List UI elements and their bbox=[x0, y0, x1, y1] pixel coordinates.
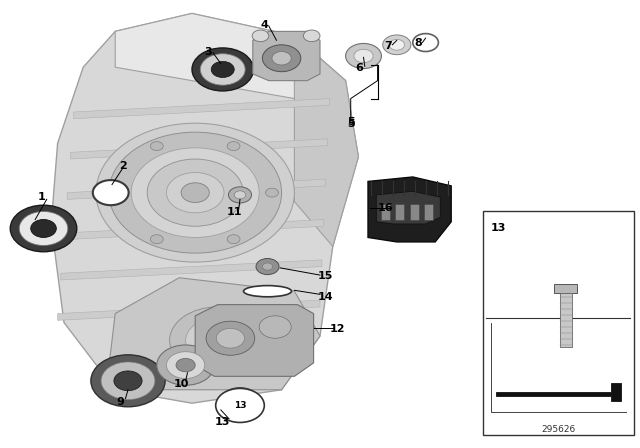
Circle shape bbox=[262, 263, 273, 270]
Circle shape bbox=[216, 328, 244, 348]
Text: 295626: 295626 bbox=[541, 425, 575, 434]
Circle shape bbox=[170, 307, 266, 374]
Polygon shape bbox=[195, 305, 314, 376]
Text: 13: 13 bbox=[234, 401, 246, 410]
Circle shape bbox=[221, 388, 259, 414]
Text: 8: 8 bbox=[414, 39, 422, 48]
Polygon shape bbox=[51, 13, 358, 403]
Text: 15: 15 bbox=[317, 271, 333, 281]
Text: 6: 6 bbox=[356, 63, 364, 73]
Text: 13: 13 bbox=[491, 223, 506, 233]
Circle shape bbox=[256, 258, 279, 275]
Circle shape bbox=[166, 172, 224, 213]
Circle shape bbox=[181, 183, 209, 202]
Text: 2: 2 bbox=[119, 161, 127, 171]
Text: 5: 5 bbox=[347, 119, 355, 129]
Circle shape bbox=[91, 355, 165, 407]
Circle shape bbox=[114, 371, 142, 391]
Text: 3: 3 bbox=[204, 47, 212, 56]
Circle shape bbox=[96, 123, 294, 262]
Polygon shape bbox=[253, 31, 320, 81]
Polygon shape bbox=[368, 177, 451, 242]
Circle shape bbox=[131, 148, 259, 237]
Circle shape bbox=[109, 132, 282, 253]
Text: 5: 5 bbox=[347, 117, 355, 127]
Circle shape bbox=[227, 142, 240, 151]
Polygon shape bbox=[496, 383, 621, 401]
Circle shape bbox=[262, 45, 301, 72]
Text: 4: 4 bbox=[260, 20, 268, 30]
Circle shape bbox=[383, 35, 411, 55]
Circle shape bbox=[186, 318, 250, 363]
Text: 10: 10 bbox=[173, 379, 189, 389]
Polygon shape bbox=[58, 300, 320, 320]
Text: 16: 16 bbox=[378, 203, 393, 213]
Circle shape bbox=[303, 30, 320, 42]
Circle shape bbox=[200, 54, 245, 85]
Circle shape bbox=[413, 34, 438, 52]
Circle shape bbox=[192, 48, 253, 91]
Bar bbox=[381, 204, 390, 220]
Bar bbox=[396, 204, 404, 220]
Bar bbox=[424, 204, 433, 220]
Circle shape bbox=[211, 61, 234, 78]
Polygon shape bbox=[109, 278, 320, 390]
Circle shape bbox=[150, 235, 163, 244]
Circle shape bbox=[259, 316, 291, 338]
Circle shape bbox=[150, 142, 163, 151]
Circle shape bbox=[31, 220, 56, 237]
Circle shape bbox=[93, 180, 129, 205]
Circle shape bbox=[10, 205, 77, 252]
Polygon shape bbox=[70, 139, 328, 159]
Circle shape bbox=[147, 159, 243, 226]
Circle shape bbox=[166, 352, 205, 379]
Text: 7: 7 bbox=[385, 41, 392, 51]
Text: 12: 12 bbox=[330, 324, 345, 334]
Circle shape bbox=[389, 39, 404, 50]
Bar bbox=[554, 284, 577, 293]
Circle shape bbox=[202, 329, 234, 352]
Circle shape bbox=[354, 49, 373, 63]
Circle shape bbox=[234, 191, 246, 199]
Polygon shape bbox=[294, 36, 358, 246]
Text: 11: 11 bbox=[227, 207, 242, 217]
Text: 13: 13 bbox=[215, 418, 230, 427]
Circle shape bbox=[157, 345, 214, 385]
Polygon shape bbox=[64, 220, 324, 240]
Circle shape bbox=[112, 188, 125, 197]
Bar bbox=[559, 293, 572, 347]
Circle shape bbox=[176, 358, 195, 372]
Bar bbox=[410, 204, 419, 220]
Circle shape bbox=[227, 235, 240, 244]
Circle shape bbox=[252, 30, 269, 42]
Circle shape bbox=[206, 321, 255, 355]
Circle shape bbox=[216, 388, 264, 422]
Polygon shape bbox=[61, 260, 322, 280]
Circle shape bbox=[101, 362, 155, 400]
Polygon shape bbox=[115, 13, 346, 99]
Circle shape bbox=[228, 187, 252, 203]
Bar bbox=[483, 211, 634, 435]
Circle shape bbox=[266, 188, 278, 197]
Polygon shape bbox=[376, 191, 440, 224]
Text: 9: 9 bbox=[116, 397, 124, 407]
Text: 14: 14 bbox=[317, 292, 333, 302]
Polygon shape bbox=[74, 99, 330, 119]
Circle shape bbox=[346, 43, 381, 69]
Circle shape bbox=[19, 211, 68, 246]
Polygon shape bbox=[67, 179, 326, 199]
Text: 1: 1 bbox=[38, 192, 45, 202]
Ellipse shape bbox=[243, 286, 292, 297]
Circle shape bbox=[272, 52, 291, 65]
